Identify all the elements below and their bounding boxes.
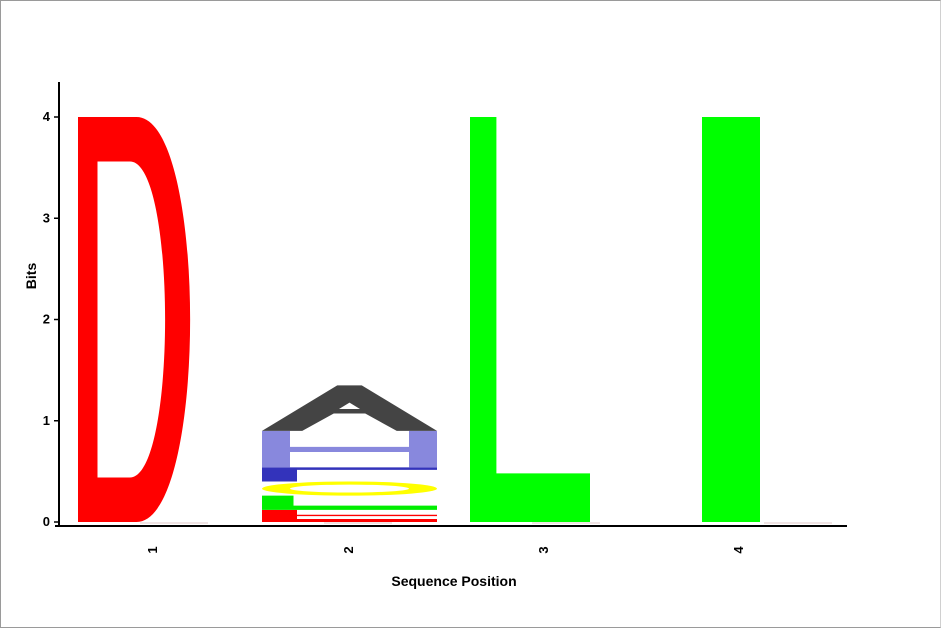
x-ticks: 1 2 3 4 [145,546,746,554]
letter-T-glyph [262,467,437,482]
letter-E-glyph [262,509,437,522]
x-tick-label: 4 [731,546,746,554]
letter-D-glyph [78,117,191,522]
y-tick-label: 0 [43,514,50,529]
letter-H-glyph [262,430,437,468]
y-axis-title: Bits [23,263,39,290]
letter-A-glyph [262,385,437,431]
letter-S-glyph [262,481,437,496]
y-tick-label: 4 [43,109,51,124]
y-tick-label: 1 [43,413,50,428]
letter-G-glyph [262,495,437,510]
y-ticks: 0 1 2 3 4 [43,109,59,529]
y-tick-label: 3 [43,210,50,225]
axes [55,82,847,527]
x-axis-title: Sequence Position [391,573,516,589]
y-tick-label: 2 [43,312,50,327]
letter-stacks [78,117,832,524]
letter-I-glyph [702,117,760,522]
x-tick-label: 1 [145,546,160,553]
letter-L-glyph [470,117,590,522]
x-tick-label: 3 [536,546,551,553]
x-tick-label: 2 [341,546,356,553]
